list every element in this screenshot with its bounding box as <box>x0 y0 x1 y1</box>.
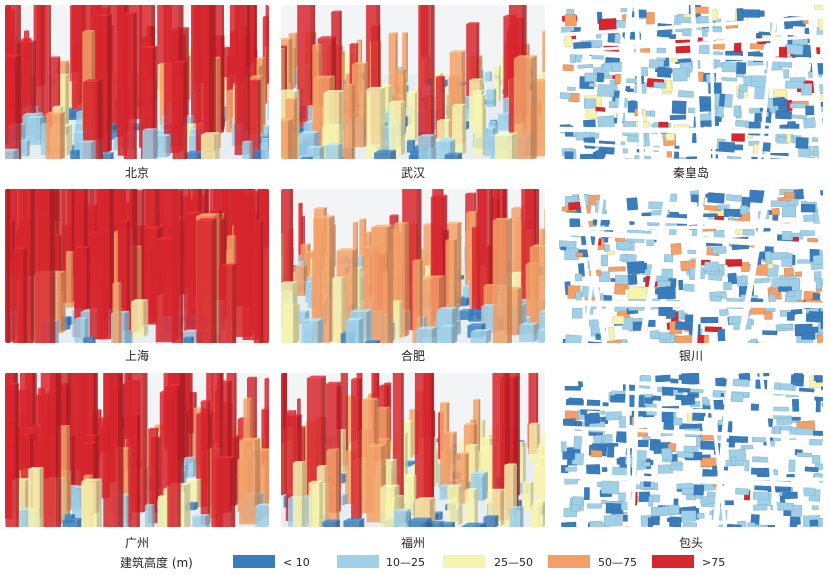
map-panel-shanghai <box>5 189 269 343</box>
building-render <box>281 5 545 159</box>
map-panel-wuhan <box>281 5 545 159</box>
legend-swatch-lt10 <box>233 555 275 568</box>
panel-label: 福州 <box>400 536 425 550</box>
map-panel-guangzhou <box>5 373 269 527</box>
building-render <box>5 373 269 527</box>
panel-label: 武汉 <box>400 166 425 180</box>
building-render <box>5 5 269 159</box>
building-render <box>281 373 545 527</box>
panel-label: 包头 <box>678 536 703 550</box>
map-panel-yinchuan <box>559 189 823 343</box>
legend-swatch-10-25 <box>337 555 379 568</box>
panel-label: 合肥 <box>400 349 425 363</box>
legend-label: 10—25 <box>386 556 425 569</box>
legend-swatch-25-50 <box>443 555 485 568</box>
building-render <box>559 5 823 159</box>
building-render <box>281 189 545 343</box>
panel-label: 广州 <box>124 536 149 550</box>
legend-label: < 10 <box>283 556 310 569</box>
building-render <box>559 189 823 343</box>
map-panel-beijing <box>5 5 269 159</box>
map-panel-qinhuangdao <box>559 5 823 159</box>
legend-label: 25—50 <box>494 556 533 569</box>
panel-label: 秦皇岛 <box>672 166 709 180</box>
panel-label: 上海 <box>124 349 149 363</box>
legend-label: >75 <box>702 556 726 569</box>
legend-swatch-50-75 <box>548 555 590 568</box>
panel-label: 银川 <box>678 349 703 363</box>
legend-label: 50—75 <box>598 556 637 569</box>
height-legend: 建筑高度 (m) < 10 10—25 25—50 50—75 >75 <box>0 552 830 574</box>
map-panel-baotou <box>559 373 823 527</box>
legend-title: 建筑高度 (m) <box>120 556 193 570</box>
legend-swatch-gt75 <box>652 555 694 568</box>
building-render <box>5 189 269 343</box>
map-panel-hefei <box>281 189 545 343</box>
map-panel-fuzhou <box>281 373 545 527</box>
panel-label: 北京 <box>124 166 149 180</box>
building-render <box>559 373 823 527</box>
